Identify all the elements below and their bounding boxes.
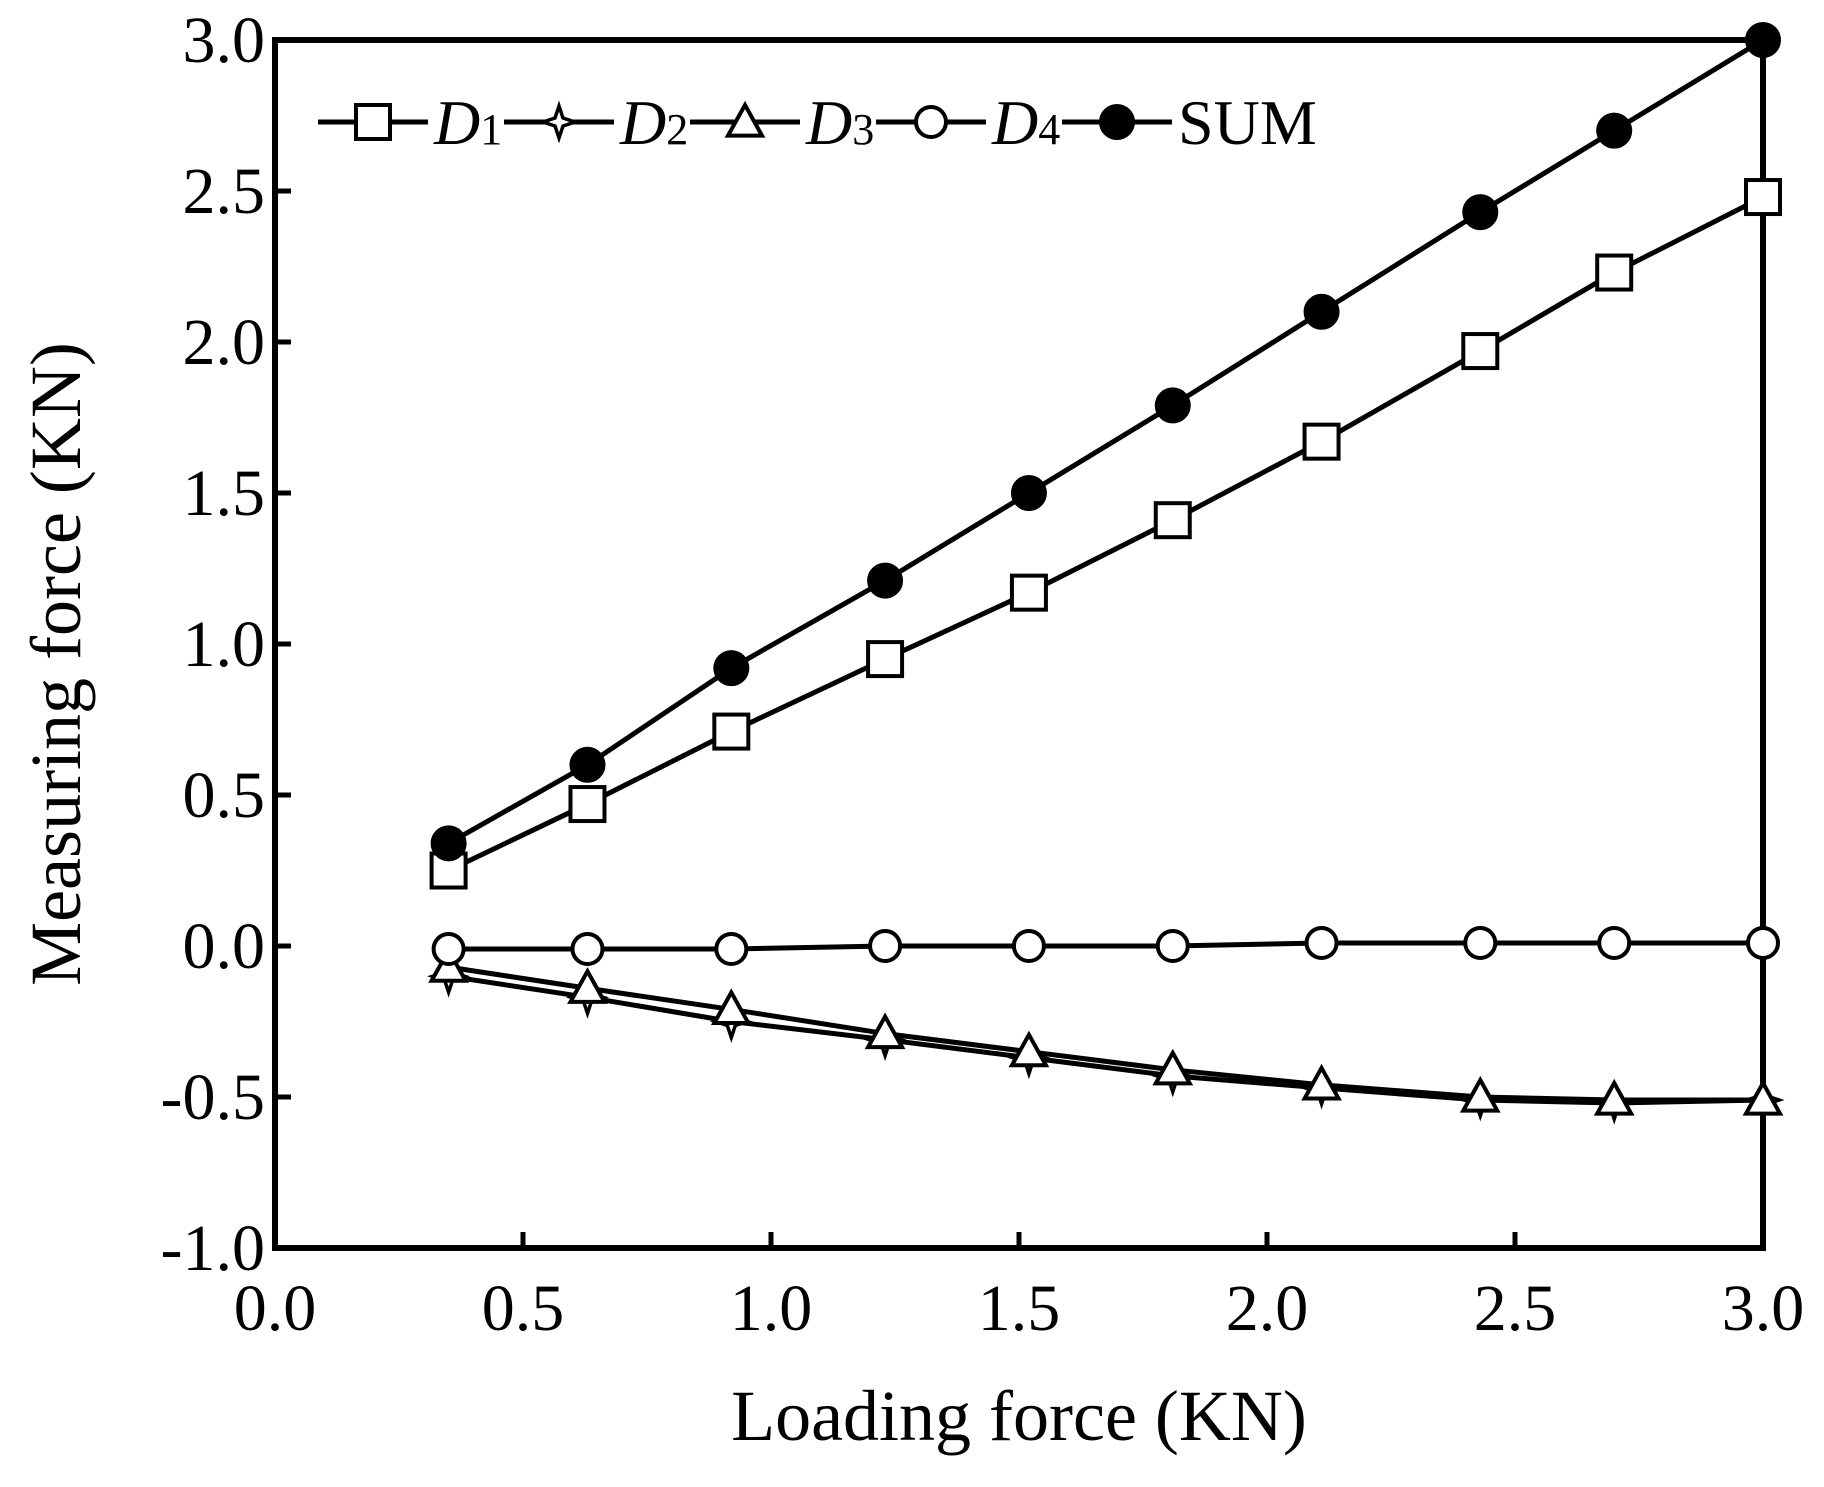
data-point-d3 (1459, 1075, 1501, 1113)
data-point-d1 (1153, 501, 1192, 540)
axis-ticks: 0.0 0.5 1.0 1.5 2.0 2.5 3.0 -1.0 -0.5 0.0 0.5 1.0 1.… (161, 4, 1805, 1345)
data-point-d4 (570, 932, 605, 967)
data-point-d3 (1742, 1078, 1784, 1116)
legend-label-sub: 4 (1038, 105, 1060, 154)
legend-label-sub: 3 (852, 105, 874, 154)
data-point-d4 (431, 932, 466, 967)
x-tick-label: 1.0 (730, 1272, 813, 1345)
legend-marker (1099, 104, 1135, 140)
data-point-sum (430, 825, 467, 862)
legend-label: D4 (991, 87, 1060, 158)
legend-marker (724, 100, 766, 138)
y-tick-label: -1.0 (161, 1212, 265, 1285)
y-tick-label: 0.5 (183, 759, 266, 832)
data-point-d4 (714, 932, 749, 967)
data-point-d3 (1593, 1078, 1635, 1116)
x-axis-label: Loading force (KN) (731, 1376, 1307, 1456)
data-point-sum (1010, 475, 1047, 511)
legend-item-d3: D3 (690, 87, 874, 158)
data-point-d3 (1008, 1030, 1050, 1068)
series-line-d2 (448, 973, 1764, 1106)
series-d2 (427, 954, 1785, 1125)
x-tick-label: 2.0 (1226, 1272, 1309, 1345)
data-point-d1 (866, 640, 905, 679)
legend-label: D2 (619, 87, 688, 158)
data-point-sum (1154, 387, 1191, 424)
x-tick-label: 3.0 (1722, 1272, 1805, 1345)
data-point-d4 (1011, 929, 1046, 963)
series-line-sum (447, 37, 1765, 846)
data-point-d1 (712, 712, 751, 751)
y-tick-label: 2.0 (183, 306, 266, 379)
legend-label-sub: 1 (480, 105, 502, 154)
data-point-sum (569, 746, 606, 783)
data-point-d3 (1301, 1063, 1342, 1101)
y-tick-label: -0.5 (161, 1061, 265, 1134)
y-tick-label: 1.0 (183, 608, 266, 681)
x-tick-label: 1.5 (978, 1272, 1061, 1345)
legend-label-main: D (433, 87, 480, 158)
legend-item-d4: D4 (876, 87, 1060, 158)
y-tick-label: 0.0 (183, 910, 266, 983)
y-tick-label: 2.5 (183, 155, 266, 228)
y-axis-label: Measuring force (KN) (16, 342, 96, 986)
data-point-d1 (1744, 178, 1782, 217)
legend-marker (914, 105, 948, 139)
y-tick-label: 1.5 (183, 457, 266, 530)
legend-item-sum: SUM (1062, 87, 1317, 158)
data-point-d1 (1009, 573, 1048, 612)
data-point-sum (1596, 112, 1633, 149)
series-line-d3 (448, 964, 1763, 1103)
legend-label-main: D (619, 87, 666, 158)
legend-marker (354, 103, 392, 141)
data-point-d3 (567, 967, 608, 1004)
legend-item-d2: D2 (504, 87, 688, 158)
data-point-d4 (868, 929, 903, 963)
data-point-sum (1303, 293, 1340, 330)
data-point-sum (1745, 22, 1781, 58)
series-d4 (431, 925, 1780, 967)
series-d1 (429, 178, 1782, 890)
data-point-sum (1462, 194, 1499, 231)
data-point-sum (867, 562, 904, 599)
legend-label-main: D (805, 87, 852, 158)
series-d3 (428, 946, 1784, 1116)
legend-label: D1 (433, 87, 502, 158)
data-point-d4 (1463, 925, 1498, 960)
data-point-d1 (1461, 332, 1500, 371)
series-sum (430, 22, 1781, 862)
series-line-d1 (447, 194, 1765, 873)
series-line-d4 (448, 940, 1763, 952)
legend-label-sub: 2 (666, 105, 688, 154)
data-point-d1 (1302, 422, 1341, 461)
legend-label: SUM (1178, 87, 1317, 158)
legend-marker (537, 100, 581, 144)
legend-label: D3 (805, 87, 874, 158)
data-point-d3 (864, 1012, 906, 1050)
data-point-sum (713, 650, 750, 687)
x-tick-label: 0.0 (234, 1272, 317, 1345)
data-point-d4 (1155, 929, 1190, 963)
data-point-d1 (1595, 253, 1634, 292)
data-point-d3 (710, 988, 752, 1026)
data-point-d3 (1152, 1048, 1194, 1086)
legend-label-main: D (991, 87, 1038, 158)
x-tick-label: 2.5 (1474, 1272, 1557, 1345)
legend: D1 D2 D3 D4 SUM (318, 87, 1317, 158)
data-point-d4 (1597, 925, 1632, 960)
series-group (427, 22, 1785, 1125)
y-tick-label: 3.0 (183, 4, 266, 77)
data-point-d4 (1746, 925, 1780, 960)
data-point-d1 (568, 785, 607, 824)
x-tick-label: 0.5 (482, 1272, 565, 1345)
data-point-d4 (1304, 925, 1339, 960)
legend-item-d1: D1 (318, 87, 502, 158)
